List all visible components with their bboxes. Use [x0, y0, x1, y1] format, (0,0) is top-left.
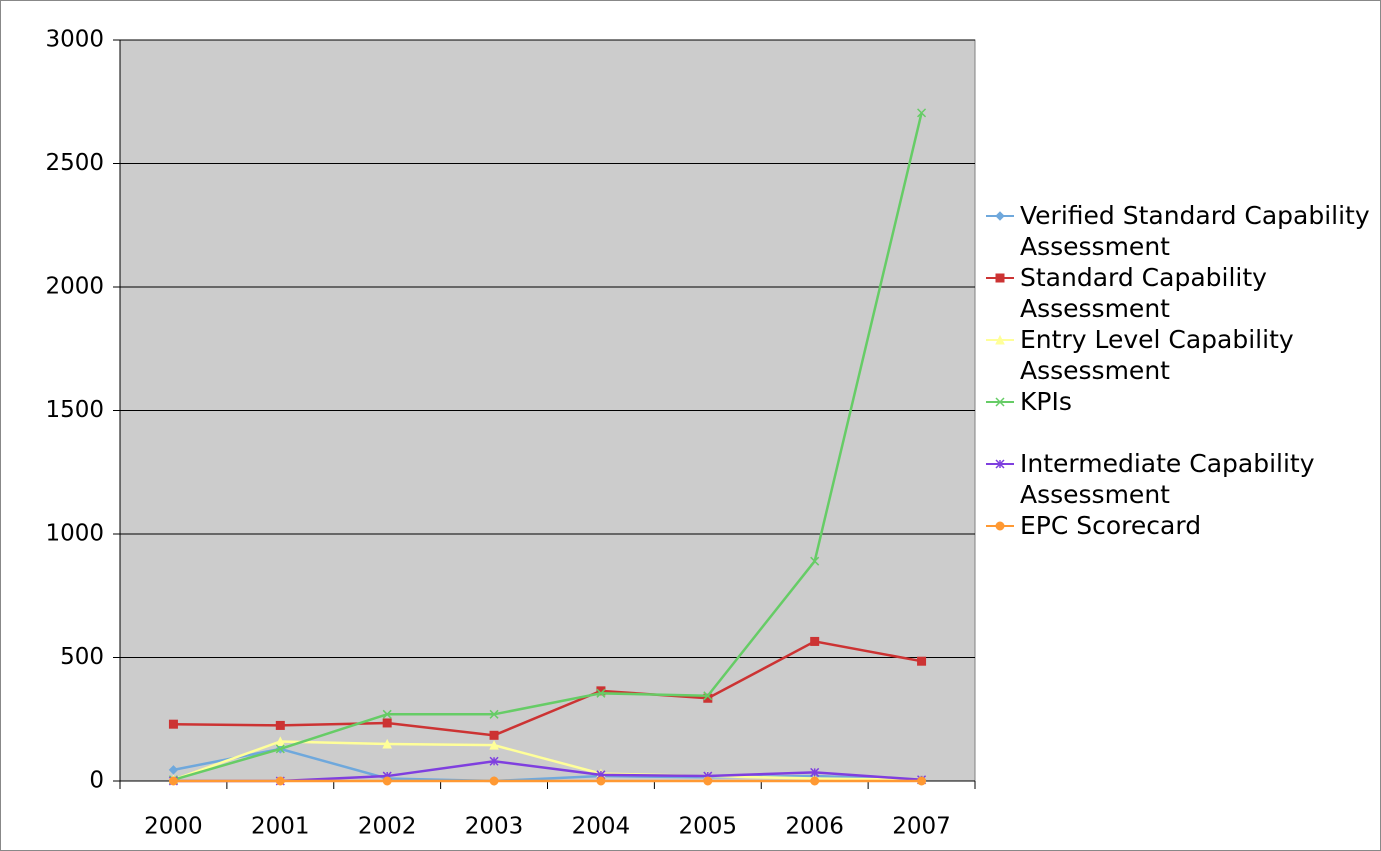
legend-entry: Standard Capability Assessment — [984, 262, 1379, 324]
marker — [382, 738, 392, 749]
marker — [382, 776, 392, 786]
x-tick-label: 2007 — [892, 814, 951, 840]
legend-label: KPIs — [1020, 387, 1072, 416]
marker — [917, 656, 927, 666]
x-tick-label: 2002 — [358, 814, 417, 840]
series-line — [173, 112, 923, 781]
legend-swatch — [986, 521, 1014, 531]
x-tick-label: 2001 — [251, 814, 310, 840]
marker — [917, 108, 927, 118]
legend-key — [984, 448, 1020, 479]
marker — [489, 756, 499, 766]
legend-key — [984, 200, 1020, 231]
legend-label: EPC Scorecard — [1020, 511, 1202, 540]
marker — [703, 691, 713, 701]
marker — [489, 709, 499, 719]
legend-label: Entry Level Capability Assessment — [1020, 325, 1294, 385]
legend-key — [984, 510, 1020, 541]
legend-entry: EPC Scorecard — [984, 510, 1379, 541]
marker — [168, 719, 178, 729]
legend-key — [984, 324, 1020, 355]
marker — [168, 765, 179, 775]
y-tick-label: 2500 — [45, 150, 104, 176]
y-tick-label: 1500 — [45, 397, 104, 423]
marker — [275, 720, 285, 730]
x-tick-label: 2003 — [465, 814, 524, 840]
x-tick-label: 2005 — [679, 814, 738, 840]
legend-key — [984, 262, 1020, 293]
marker — [275, 736, 286, 746]
y-tick-label: 0 — [89, 768, 104, 794]
marker — [810, 767, 820, 777]
series-line — [173, 640, 922, 737]
legend-entry: Intermediate Capability Assessment — [984, 448, 1379, 510]
y-tick-label: 500 — [60, 644, 104, 670]
marker — [995, 334, 1005, 345]
marker — [382, 709, 392, 719]
marker — [995, 273, 1005, 283]
marker — [489, 740, 499, 750]
marker — [275, 744, 285, 754]
legend-swatch — [986, 459, 1014, 469]
marker — [275, 776, 285, 786]
marker — [995, 211, 1005, 221]
y-tick-label: 3000 — [45, 27, 104, 53]
x-tick-label: 2004 — [572, 814, 631, 840]
y-tick-label: 2000 — [45, 274, 104, 300]
x-tick-label: 2000 — [144, 814, 203, 840]
legend-label: Standard Capability Assessment — [1020, 263, 1267, 323]
marker — [917, 776, 927, 786]
marker — [596, 686, 606, 696]
legend-label: Intermediate Capability Assessment — [1020, 449, 1315, 509]
marker — [995, 397, 1005, 407]
marker — [168, 776, 178, 786]
marker — [810, 636, 820, 646]
legend-entry: Verified Standard Capability Assessment — [984, 200, 1379, 262]
legend-entry: Entry Level Capability Assessment — [984, 324, 1379, 386]
y-tick-label: 1000 — [45, 521, 104, 547]
marker — [810, 776, 820, 786]
marker — [995, 459, 1005, 469]
legend-swatch — [986, 334, 1014, 345]
series-line — [173, 747, 922, 783]
marker — [489, 776, 499, 786]
marker — [596, 776, 606, 786]
legend-label: Verified Standard Capability Assessment — [1020, 201, 1370, 261]
marker — [489, 730, 499, 740]
marker — [810, 556, 820, 566]
legend: Verified Standard Capability Assessment S… — [984, 200, 1379, 541]
marker — [995, 521, 1005, 531]
x-tick-label: 2006 — [785, 814, 844, 840]
legend-swatch — [986, 273, 1014, 283]
legend-key — [984, 386, 1020, 417]
legend-swatch — [986, 397, 1014, 407]
marker — [382, 718, 392, 728]
legend-entry: KPIs — [984, 386, 1379, 417]
marker — [596, 688, 606, 698]
legend-swatch — [986, 211, 1014, 221]
marker — [703, 776, 713, 786]
